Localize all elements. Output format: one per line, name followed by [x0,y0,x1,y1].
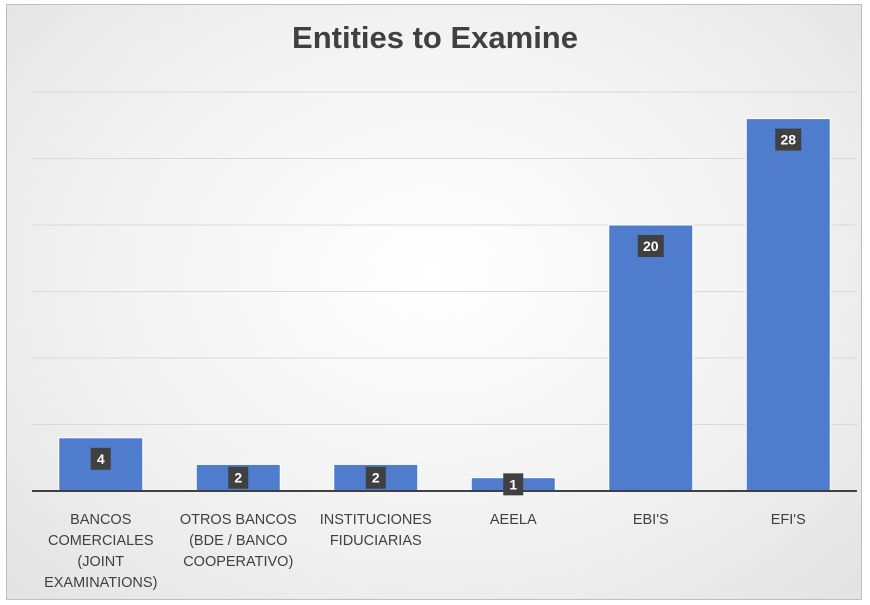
data-label: 2 [372,470,380,486]
data-label: 20 [643,238,659,254]
data-label-box [637,235,664,257]
x-tick-label: INSTITUCIONES FIDUCIARIAS [320,512,432,549]
x-tick-label: AEELA [490,512,537,528]
data-label-box [90,447,111,470]
x-tick-label-line: INSTITUCIONES [320,512,432,528]
x-tick-label-line: COMERCIALES [48,533,154,549]
chart-area [6,4,862,600]
x-tick-label: EFI'S [771,512,806,528]
x-tick-label-line: FIDUCIARIAS [330,533,422,549]
x-tick-label: EBI'S [633,512,669,528]
x-tick-label-line: EXAMINATIONS) [44,575,157,591]
x-tick-label-line: COOPERATIVO) [183,554,293,570]
data-label: 1 [509,476,517,492]
x-tick-label-line: (JOINT [77,554,124,570]
bar [608,224,694,492]
x-tick-label-line: EBI'S [633,512,669,528]
data-label-box [365,466,386,489]
x-tick-label-line: OTROS BANCOS [180,512,297,528]
chart-title: Entities to Examine [292,20,578,55]
x-tick-label-line: AEELA [490,512,537,528]
data-label: 28 [780,132,796,148]
bar [745,118,831,492]
x-tick-label: OTROS BANCOS (BDE / BANCO COOPERATIVO) [180,512,297,570]
data-label-box [775,128,802,151]
x-tick-label: BANCOS COMERCIALES (JOINT EXAMINATIONS) [44,512,157,591]
x-tick-label-line: (BDE / BANCO [189,533,287,549]
data-label-box [503,473,524,496]
x-tick-label-line: BANCOS [70,512,131,528]
x-tick-label-line: EFI'S [771,512,806,528]
data-label-box [228,466,249,489]
data-label: 4 [97,451,105,467]
data-label: 2 [234,470,242,486]
